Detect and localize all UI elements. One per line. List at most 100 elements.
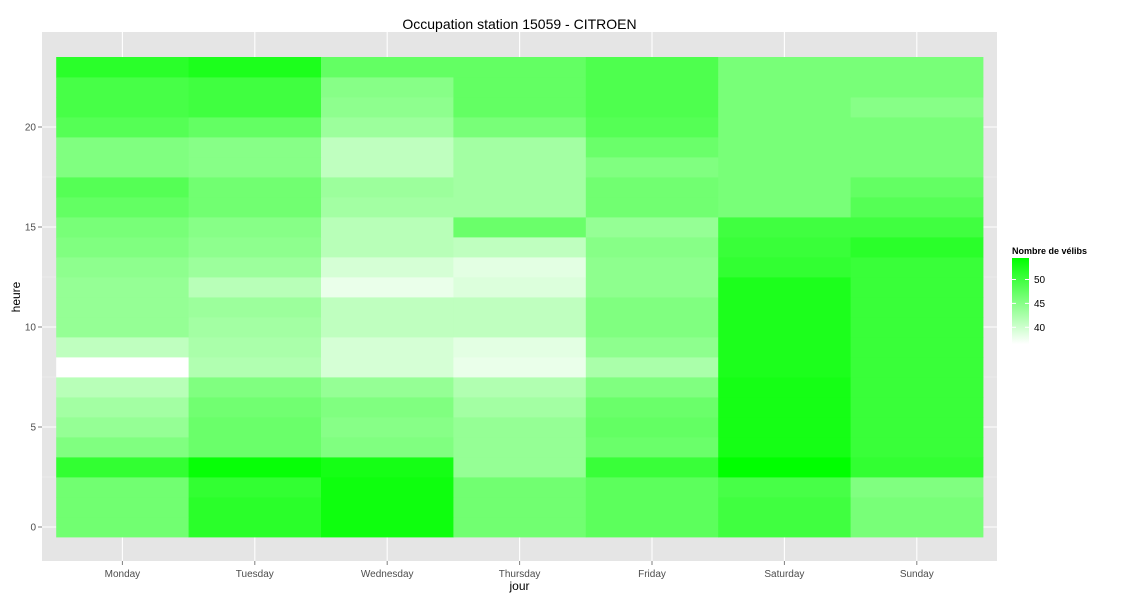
heatmap-tile [453,197,587,218]
heatmap-tile [56,57,190,78]
heatmap-tile [321,157,454,178]
heatmap-tile [56,317,190,338]
heatmap-tile [188,137,322,158]
x-tick-label: Wednesday [361,569,414,580]
heatmap-tile [718,157,851,178]
heatmap-tile [188,377,322,398]
heatmap-tile [453,337,587,358]
heatmap-tile [321,317,454,338]
heatmap-tile [453,277,587,298]
heatmap-tile [718,277,851,298]
heatmap-tile [718,417,851,438]
heatmap-tile [188,297,322,318]
heatmap-tile [321,77,454,98]
heatmap-tile [453,457,587,478]
heatmap-tile [188,57,322,78]
heatmap-tile [850,77,984,98]
heatmap-tile [321,137,454,158]
heatmap-tile [188,397,322,418]
heatmap-tile [718,57,851,78]
heatmap-tile [321,517,454,538]
heatmap-tile [321,237,454,258]
heatmap-tile [321,397,454,418]
heatmap-tile [585,137,719,158]
heatmap-tile [188,237,322,258]
legend-colorbar [1012,258,1029,344]
heatmap-tile [56,217,190,238]
heatmap-tile [56,357,190,378]
heatmap-tile [718,517,851,538]
heatmap-tile [321,257,454,278]
heatmap-tile [585,197,719,218]
heatmap-tile [56,297,190,318]
y-axis-ticks: 0 5 10 15 20 [25,123,42,534]
heatmap-tile [718,117,851,138]
heatmap-tile [585,297,719,318]
heatmap-tile [56,337,190,358]
heatmap-tile [718,77,851,98]
y-axis-title: heure [9,281,23,312]
heatmap-tile [188,457,322,478]
heatmap-tile [453,517,587,538]
heatmap-tile [56,477,190,498]
heatmap-tile [321,457,454,478]
y-tick-label: 15 [25,223,37,234]
heatmap-tile [453,357,587,378]
heatmap-tile [850,397,984,418]
heatmap-tile [585,97,719,118]
heatmap-tile [585,397,719,418]
heatmap-tile [188,437,322,458]
heatmap-tile [188,77,322,98]
heatmap-tile [850,377,984,398]
heatmap-tile [718,177,851,198]
heatmap-tile [321,297,454,318]
heatmap-tile [585,477,719,498]
heatmap-tile [188,217,322,238]
heatmap-tile [585,417,719,438]
heatmap-tile [850,97,984,118]
heatmap-tile [718,397,851,418]
heatmap-tile [56,417,190,438]
heatmap-tile [453,57,587,78]
heatmap-tile [321,117,454,138]
heatmap-tile [188,317,322,338]
heatmap-tile [585,217,719,238]
heatmap-tile [850,337,984,358]
heatmap-tile [718,457,851,478]
heatmap-tile [585,277,719,298]
heatmap-tile [453,137,587,158]
heatmap-tile [321,417,454,438]
heatmap-tile [453,297,587,318]
heatmap-tile [321,377,454,398]
heatmap-tile [850,237,984,258]
heatmap-tile [56,497,190,518]
x-tick-label: Saturday [764,569,804,580]
heatmap-tile [321,277,454,298]
heatmap-tile [56,517,190,538]
heatmap-tile [718,497,851,518]
heatmap-tile [321,57,454,78]
heatmap-tile [188,157,322,178]
heatmap-tile [585,437,719,458]
heatmap-tile [56,457,190,478]
heatmap-tile [188,417,322,438]
heatmap-tile [188,117,322,138]
heatmap-tile [850,57,984,78]
heatmap-tile [453,177,587,198]
heatmap-tile [453,417,587,438]
heatmap-tile [718,337,851,358]
heatmap-tile [453,217,587,238]
heatmap-tile [850,277,984,298]
heatmap-tile [188,277,322,298]
heatmap-tile [585,257,719,278]
y-tick-label: 10 [25,323,37,334]
heatmap-tile [188,337,322,358]
heatmap-tile [585,357,719,378]
heatmap-tile [453,257,587,278]
heatmap-tile [718,317,851,338]
heatmap-tile [453,97,587,118]
heatmap-tile [453,397,587,418]
x-axis-title: jour [508,579,529,593]
heatmap-tile [718,437,851,458]
